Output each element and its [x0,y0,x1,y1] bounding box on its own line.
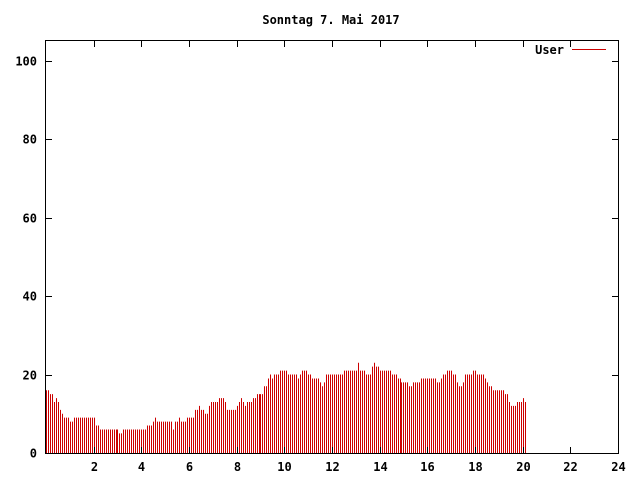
y-tick-label: 40 [23,290,37,304]
axis-ticks [46,41,618,453]
legend-label: User [535,43,564,57]
x-tick-label: 12 [325,460,339,474]
x-tick-label: 16 [420,460,434,474]
legend: User [535,43,606,57]
y-tick-label: 20 [23,369,37,383]
plot-frame [45,40,619,454]
bar-group [46,362,526,453]
x-tick-label: 2 [91,460,98,474]
y-tick-label: 0 [30,447,37,461]
x-tick-label: 18 [468,460,482,474]
x-tick-label: 6 [186,460,193,474]
y-tick-label: 100 [15,55,37,69]
x-axis-tick-labels: 2 4 6 8 10 12 14 16 18 20 22 24 [91,460,626,474]
chart-title: Sonntag 7. Mai 2017 [262,13,399,27]
x-tick-label: 22 [563,460,577,474]
x-tick-label: 4 [138,460,145,474]
x-tick-label: 24 [611,460,625,474]
y-axis-tick-labels: 0 20 40 60 80 100 [15,55,37,461]
x-tick-label: 20 [516,460,530,474]
y-tick-label: 80 [23,133,37,147]
x-tick-label: 8 [234,460,241,474]
x-tick-label: 10 [277,460,291,474]
x-tick-label: 14 [373,460,387,474]
y-tick-label: 60 [23,212,37,226]
